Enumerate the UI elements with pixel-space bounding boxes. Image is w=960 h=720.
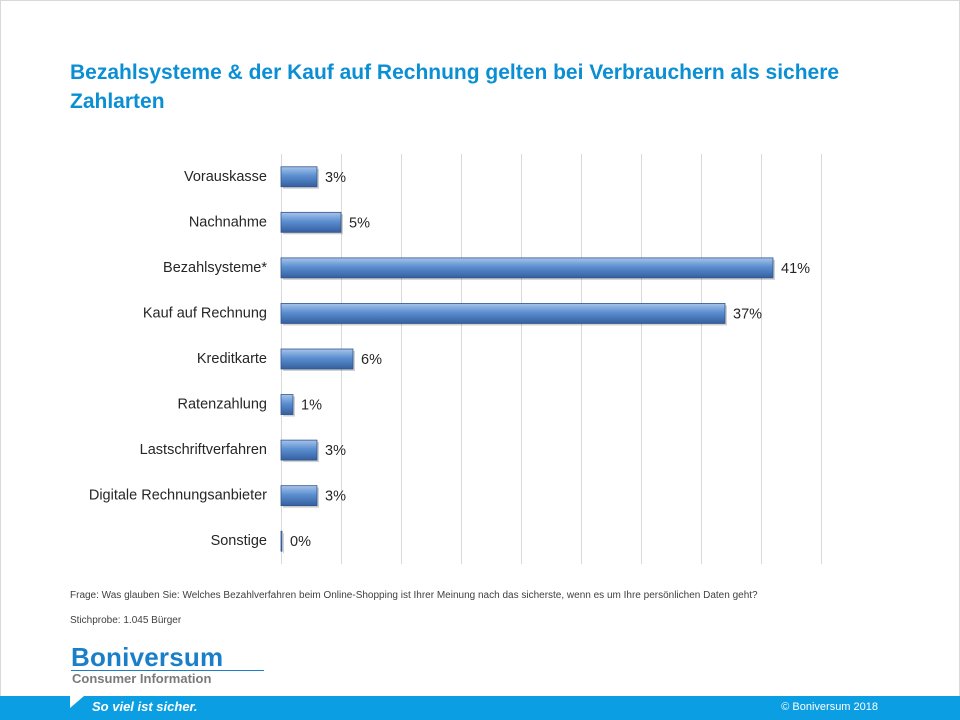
bar bbox=[280, 211, 342, 233]
sample-size-note: Stichprobe: 1.045 Bürger bbox=[70, 615, 182, 626]
footer-slogan: So viel ist sicher. bbox=[92, 699, 198, 714]
data-label: 3% bbox=[325, 170, 346, 186]
bar bbox=[280, 530, 283, 552]
data-label: 6% bbox=[361, 352, 382, 368]
footer-notch bbox=[70, 696, 84, 708]
data-label: 41% bbox=[781, 261, 810, 277]
category-label: Sonstige bbox=[211, 533, 267, 549]
logo-underline bbox=[71, 670, 264, 671]
logo-wordmark: Boniversum bbox=[71, 642, 224, 672]
footer-copyright: © Boniversum 2018 bbox=[781, 701, 878, 713]
page-title: Bezahlsysteme & der Kauf auf Rechnung ge… bbox=[70, 61, 840, 113]
category-label: Vorauskasse bbox=[184, 169, 267, 185]
bar bbox=[280, 394, 294, 415]
bar bbox=[280, 348, 354, 370]
category-label: Kauf auf Rechnung bbox=[143, 305, 267, 321]
boniversum-logo: Boniversum Consumer Information bbox=[71, 642, 266, 688]
bar bbox=[280, 303, 726, 324]
data-label: 3% bbox=[325, 443, 346, 459]
category-label: Kreditkarte bbox=[197, 351, 267, 367]
bar bbox=[280, 485, 318, 507]
footer-bar bbox=[0, 696, 960, 720]
bar bbox=[280, 439, 318, 461]
data-label: 1% bbox=[301, 398, 322, 414]
logo-subtitle: Consumer Information bbox=[72, 671, 212, 686]
bar-chart: Vorauskasse 3% Nachnahme 5% Bezahlsysteme* 41… bbox=[89, 154, 822, 564]
data-label: 5% bbox=[349, 215, 370, 231]
bar-shadow bbox=[283, 533, 284, 554]
bar bbox=[280, 166, 318, 188]
survey-question-note: Frage: Was glauben Sie: Welches Bezahlve… bbox=[70, 590, 758, 601]
category-label: Ratenzahlung bbox=[178, 397, 268, 413]
category-label: Nachnahme bbox=[189, 214, 267, 230]
category-label: Digitale Rechnungsanbieter bbox=[89, 488, 267, 504]
bar bbox=[280, 257, 774, 279]
data-label: 37% bbox=[733, 306, 762, 322]
category-label: Lastschriftverfahren bbox=[140, 442, 267, 458]
category-label: Bezahlsysteme* bbox=[163, 260, 267, 276]
data-label: 3% bbox=[325, 489, 346, 505]
data-label: 0% bbox=[290, 534, 311, 550]
